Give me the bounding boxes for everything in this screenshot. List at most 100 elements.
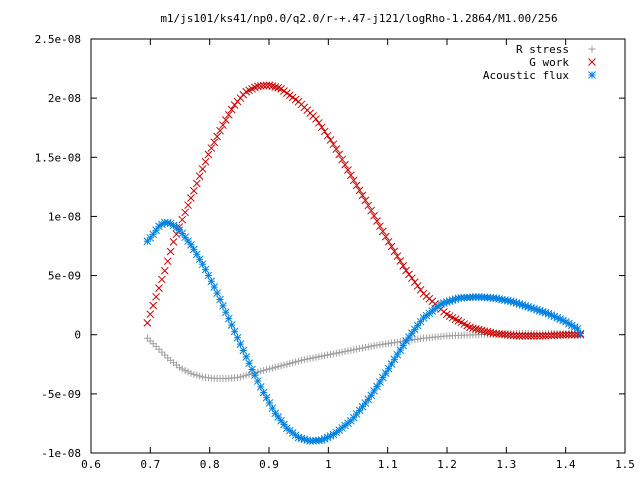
data-point <box>347 346 355 354</box>
data-point <box>187 194 195 202</box>
data-point <box>271 363 279 371</box>
data-point <box>341 347 349 355</box>
y-tick-label: 2e-08 <box>48 92 81 105</box>
data-point <box>146 310 155 319</box>
data-point <box>329 140 338 149</box>
data-point <box>192 179 201 188</box>
data-point <box>367 342 375 350</box>
data-point <box>393 252 402 261</box>
data-point <box>416 317 425 326</box>
data-point <box>233 333 242 342</box>
data-point <box>550 331 559 340</box>
data-point <box>350 346 358 354</box>
data-point <box>413 282 422 290</box>
legend-label: G work <box>529 56 569 69</box>
data-point <box>274 413 283 421</box>
x-axis: 0.6 0.7 0.8 0.9 1 1.1 1.2 1.3 1.4 1.5 <box>81 39 635 471</box>
data-point <box>178 229 187 238</box>
data-point <box>390 247 399 256</box>
x-tick-label: 1 <box>325 458 332 471</box>
data-point <box>480 327 489 335</box>
data-point <box>373 217 381 225</box>
data-point <box>338 348 346 356</box>
data-point <box>210 138 219 147</box>
data-point <box>163 257 172 266</box>
data-point <box>158 275 166 284</box>
data-point <box>224 110 233 119</box>
data-point <box>483 327 492 336</box>
data-point <box>332 145 341 153</box>
data-point <box>515 332 524 340</box>
data-point <box>361 399 370 407</box>
data-point <box>408 329 416 338</box>
data-point <box>181 233 190 242</box>
data-point <box>335 150 344 159</box>
data-point <box>320 434 329 443</box>
x-tick-label: 1.2 <box>437 458 457 471</box>
data-point <box>245 359 253 368</box>
data-point <box>469 324 477 333</box>
data-point <box>562 330 570 339</box>
data-point <box>367 391 376 400</box>
data-point <box>181 208 190 217</box>
data-point <box>324 351 332 359</box>
data-point <box>248 365 256 374</box>
data-point <box>405 270 413 279</box>
x-tick-label: 1.1 <box>378 458 398 471</box>
data-point <box>344 166 352 174</box>
data-point <box>216 126 224 135</box>
data-point <box>535 332 544 340</box>
data-point <box>268 82 277 90</box>
data-point <box>259 81 268 90</box>
data-point <box>376 378 384 386</box>
data-point <box>344 347 352 355</box>
data-point <box>533 332 541 340</box>
data-point <box>289 359 297 367</box>
data-point <box>521 332 530 340</box>
data-point <box>358 402 367 411</box>
data-point <box>207 277 216 286</box>
data-point <box>210 283 219 291</box>
data-point <box>358 191 367 200</box>
data-point <box>353 345 361 353</box>
data-point <box>230 327 239 336</box>
data-point <box>233 373 241 381</box>
data-point <box>253 377 262 385</box>
data-point <box>341 160 349 169</box>
data-point <box>155 284 163 292</box>
data-point <box>477 326 486 335</box>
data-point <box>178 215 187 224</box>
data-point <box>355 186 364 195</box>
data-point <box>318 352 326 360</box>
data-point <box>559 330 567 339</box>
data-point <box>309 354 317 362</box>
data-point <box>263 366 271 374</box>
data-point <box>352 410 361 418</box>
data-point <box>317 123 326 132</box>
data-point <box>303 355 311 363</box>
legend-marker <box>588 58 596 66</box>
data-point <box>530 332 538 340</box>
data-point <box>312 115 320 123</box>
data-point <box>227 105 236 114</box>
data-point <box>242 353 251 361</box>
data-point <box>410 278 419 286</box>
data-point <box>219 302 227 310</box>
data-point <box>280 420 288 429</box>
data-point <box>355 406 364 415</box>
data-point <box>292 358 300 366</box>
data-point <box>204 150 213 159</box>
data-point <box>184 201 192 210</box>
x-tick-label: 0.6 <box>81 458 101 471</box>
series-2 <box>143 218 585 445</box>
data-point <box>565 330 573 339</box>
data-point <box>338 155 346 164</box>
data-point <box>193 371 201 379</box>
data-point <box>474 325 483 334</box>
data-point <box>178 365 186 373</box>
data-point <box>155 345 163 353</box>
data-point <box>538 332 547 340</box>
data-point <box>396 257 405 265</box>
data-point <box>268 364 276 372</box>
data-point <box>199 373 207 381</box>
